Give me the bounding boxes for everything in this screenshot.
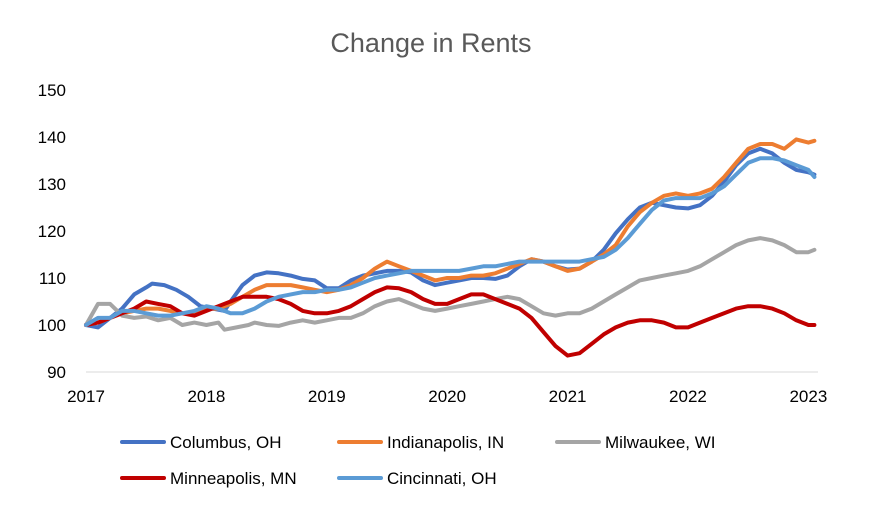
- x-tick-label: 2020: [428, 387, 466, 406]
- series-line-4: [84, 156, 817, 327]
- legend-label: Cincinnati, OH: [387, 469, 497, 488]
- y-tick-label: 120: [38, 222, 66, 241]
- series-line-1: [84, 137, 817, 327]
- y-tick-label: 140: [38, 128, 66, 147]
- legend-item: Milwaukee, WI: [555, 433, 716, 452]
- y-tick-label: 90: [47, 363, 66, 382]
- y-tick-label: 150: [38, 81, 66, 100]
- y-tick-label: 110: [39, 269, 66, 288]
- x-tick-label: 2017: [67, 387, 105, 406]
- legend-item: Cincinnati, OH: [337, 469, 497, 488]
- x-tick-label: 2022: [669, 387, 707, 406]
- y-tick-label: 100: [38, 316, 66, 335]
- legend-item: Indianapolis, IN: [337, 433, 504, 452]
- legend-label: Milwaukee, WI: [605, 433, 716, 452]
- legend-label: Minneapolis, MN: [170, 469, 297, 488]
- x-tick-label: 2019: [308, 387, 346, 406]
- plot-area: [84, 137, 817, 358]
- series-line-3: [84, 285, 817, 358]
- legend-item: Columbus, OH: [120, 433, 281, 452]
- chart-title: Change in Rents: [330, 28, 531, 58]
- x-tick-label: 2021: [549, 387, 587, 406]
- x-tick-label: 2023: [789, 387, 827, 406]
- legend-label: Indianapolis, IN: [387, 433, 504, 452]
- legend: Columbus, OH Indianapolis, IN Milwaukee, W…: [120, 433, 716, 488]
- y-axis: 90 100 110 120 130 140 150: [38, 81, 66, 382]
- legend-label: Columbus, OH: [170, 433, 281, 452]
- x-tick-label: 2018: [187, 387, 225, 406]
- legend-item: Minneapolis, MN: [120, 469, 297, 488]
- series-line-2: [84, 236, 817, 332]
- x-axis: 2017 2018 2019 2020 2021 2022 2023: [67, 387, 827, 406]
- y-tick-label: 130: [38, 175, 66, 194]
